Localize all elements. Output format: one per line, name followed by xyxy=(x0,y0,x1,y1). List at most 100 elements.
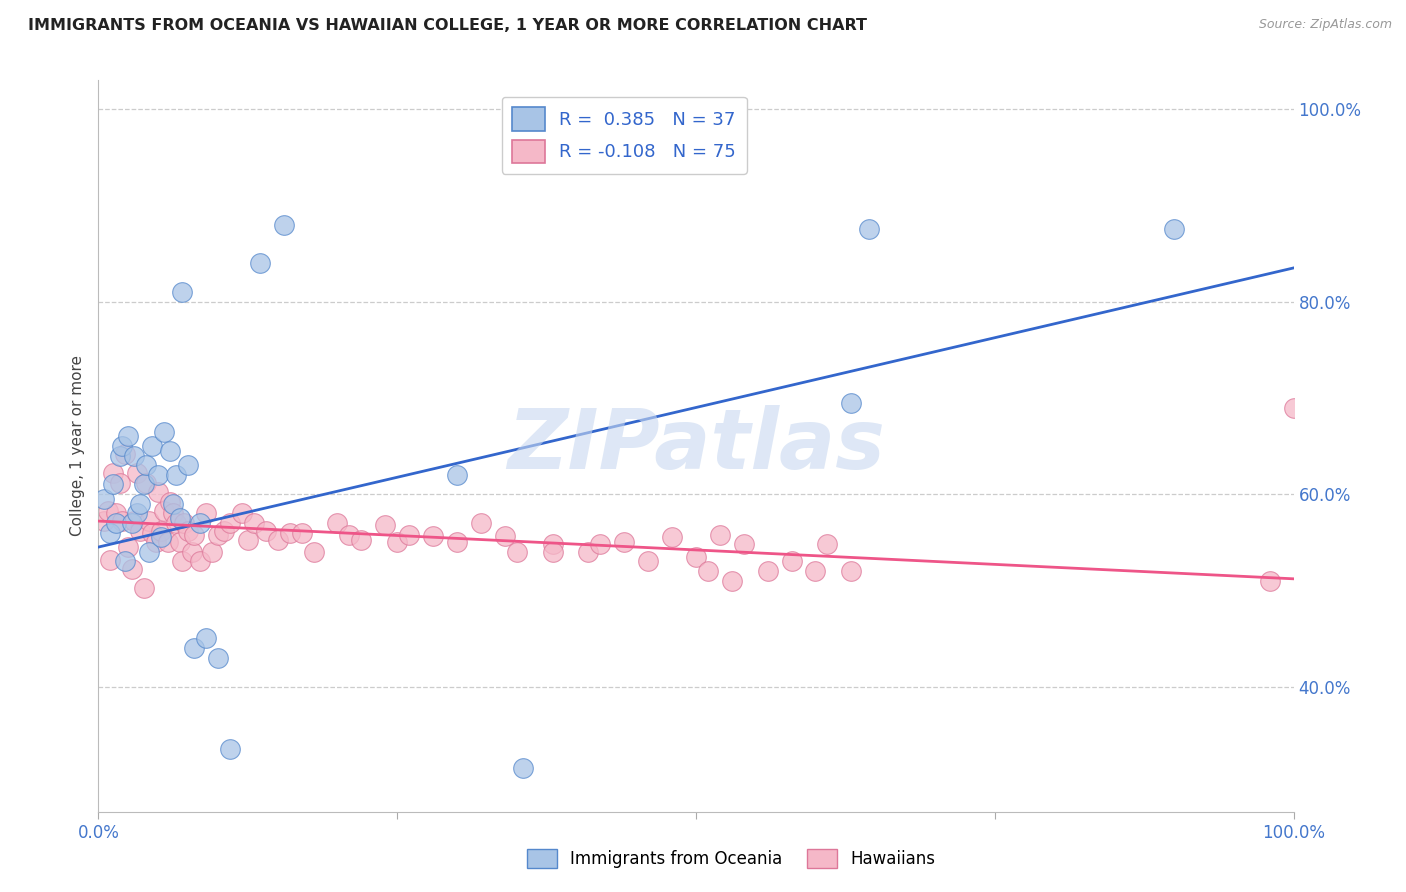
Point xyxy=(111,439,134,453)
Point xyxy=(756,564,779,578)
Point xyxy=(201,545,224,559)
Point xyxy=(183,641,205,656)
Point xyxy=(138,545,160,559)
Point xyxy=(172,554,194,568)
Point xyxy=(159,443,181,458)
Point xyxy=(1258,574,1281,588)
Point xyxy=(169,511,191,525)
Point xyxy=(589,537,612,551)
Point xyxy=(162,497,184,511)
Point xyxy=(804,564,827,578)
Point xyxy=(1163,222,1185,236)
Point xyxy=(117,429,139,443)
Point xyxy=(661,530,683,544)
Point xyxy=(243,516,266,530)
Point xyxy=(267,533,290,548)
Point xyxy=(135,458,157,473)
Point xyxy=(129,497,152,511)
Point xyxy=(326,516,349,530)
Point xyxy=(685,549,707,564)
Point xyxy=(159,495,181,509)
Point xyxy=(212,524,235,538)
Point xyxy=(506,545,529,559)
Point xyxy=(101,466,124,480)
Point xyxy=(145,535,167,549)
Point xyxy=(231,507,253,521)
Point xyxy=(494,529,516,543)
Point xyxy=(177,458,200,473)
Point xyxy=(98,525,122,540)
Point xyxy=(709,527,731,541)
Point xyxy=(446,467,468,482)
Point xyxy=(156,535,179,549)
Point xyxy=(1282,401,1305,415)
Point xyxy=(108,475,131,490)
Point xyxy=(114,554,136,568)
Legend: R =  0.385   N = 37, R = -0.108   N = 75: R = 0.385 N = 37, R = -0.108 N = 75 xyxy=(502,96,747,174)
Point xyxy=(101,477,124,491)
Point xyxy=(132,582,155,596)
Point xyxy=(841,564,863,578)
Point xyxy=(162,507,184,521)
Point xyxy=(470,516,492,530)
Point xyxy=(374,517,396,532)
Point xyxy=(858,222,880,236)
Point xyxy=(93,491,115,506)
Point xyxy=(302,545,325,559)
Y-axis label: College, 1 year or more: College, 1 year or more xyxy=(69,356,84,536)
Point xyxy=(149,524,172,538)
Point xyxy=(177,524,200,538)
Point xyxy=(169,535,191,549)
Point xyxy=(108,449,131,463)
Point xyxy=(188,554,211,568)
Point xyxy=(291,525,314,540)
Point xyxy=(93,514,115,528)
Point xyxy=(219,742,242,756)
Point xyxy=(350,533,373,548)
Point xyxy=(254,524,277,538)
Point xyxy=(141,439,163,453)
Point xyxy=(135,475,157,490)
Point xyxy=(512,761,534,775)
Point xyxy=(721,574,744,588)
Point xyxy=(125,507,148,521)
Point xyxy=(273,218,295,232)
Point xyxy=(165,516,187,530)
Point xyxy=(97,504,120,518)
Point xyxy=(172,285,194,299)
Point xyxy=(207,650,229,665)
Point xyxy=(278,525,301,540)
Point xyxy=(165,467,187,482)
Point xyxy=(195,507,218,521)
Point xyxy=(138,514,160,528)
Point xyxy=(105,507,128,521)
Point xyxy=(541,545,564,559)
Point xyxy=(613,535,636,549)
Point xyxy=(153,504,176,518)
Point xyxy=(697,564,720,578)
Text: IMMIGRANTS FROM OCEANIA VS HAWAIIAN COLLEGE, 1 YEAR OR MORE CORRELATION CHART: IMMIGRANTS FROM OCEANIA VS HAWAIIAN COLL… xyxy=(28,18,868,33)
Point xyxy=(249,256,271,270)
Point xyxy=(207,527,229,541)
Point xyxy=(183,527,205,541)
Point xyxy=(578,545,600,559)
Point xyxy=(114,447,136,461)
Point xyxy=(446,535,468,549)
Point xyxy=(148,467,170,482)
Point xyxy=(141,525,163,540)
Point xyxy=(841,395,863,409)
Point xyxy=(219,516,242,530)
Point xyxy=(637,554,659,568)
Point xyxy=(180,545,202,559)
Point xyxy=(98,552,122,566)
Point xyxy=(385,535,409,549)
Point xyxy=(339,527,361,541)
Point xyxy=(125,466,148,480)
Point xyxy=(815,537,838,551)
Point xyxy=(105,516,128,530)
Point xyxy=(541,537,564,551)
Point xyxy=(398,527,420,541)
Point xyxy=(124,514,146,528)
Point xyxy=(121,562,143,576)
Point xyxy=(195,632,218,646)
